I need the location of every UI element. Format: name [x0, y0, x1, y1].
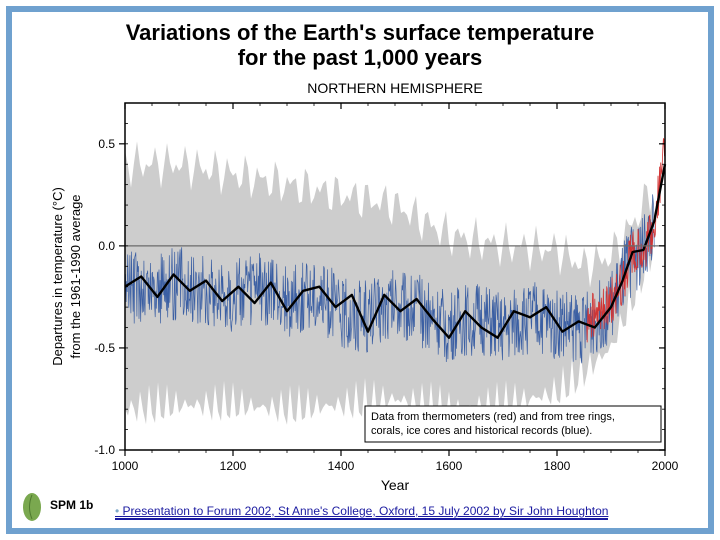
legend-text-2: corals, ice cores and historical records… [371, 425, 592, 437]
chart-container: Variations of the Earth's surface temper… [40, 18, 680, 498]
y-axis-label-1: Departures in temperature (°C) [50, 187, 65, 366]
chart-subtitle: NORTHERN HEMISPHERE [307, 80, 483, 96]
title-line1: Variations of the Earth's surface temper… [40, 20, 680, 45]
legend-text-1: Data from thermometers (red) and from tr… [371, 411, 615, 423]
y-axis-label-2: from the 1961-1990 average [68, 194, 83, 358]
x-axis-label: Year [381, 477, 410, 493]
svg-text:-1.0: -1.0 [94, 443, 115, 457]
leaf-logo-icon [20, 492, 44, 522]
chart-svg: 1000 1200 1400 1600 1800 2000 -1.0 -0.5 0.0 0.5 Ye… [40, 68, 680, 498]
chart-title: Variations of the Earth's surface temper… [40, 20, 680, 71]
spm-label: SPM 1b [50, 498, 93, 512]
svg-text:1000: 1000 [112, 459, 139, 473]
title-line2: for the past 1,000 years [40, 45, 680, 70]
svg-text:0.5: 0.5 [98, 137, 115, 151]
svg-text:-0.5: -0.5 [94, 341, 115, 355]
svg-text:1400: 1400 [328, 459, 355, 473]
footer-citation-link[interactable]: Presentation to Forum 2002, St Anne's Co… [115, 504, 608, 520]
svg-text:1800: 1800 [544, 459, 571, 473]
svg-text:1200: 1200 [220, 459, 247, 473]
svg-text:2000: 2000 [652, 459, 679, 473]
svg-text:1600: 1600 [436, 459, 463, 473]
svg-text:0.0: 0.0 [98, 239, 115, 253]
